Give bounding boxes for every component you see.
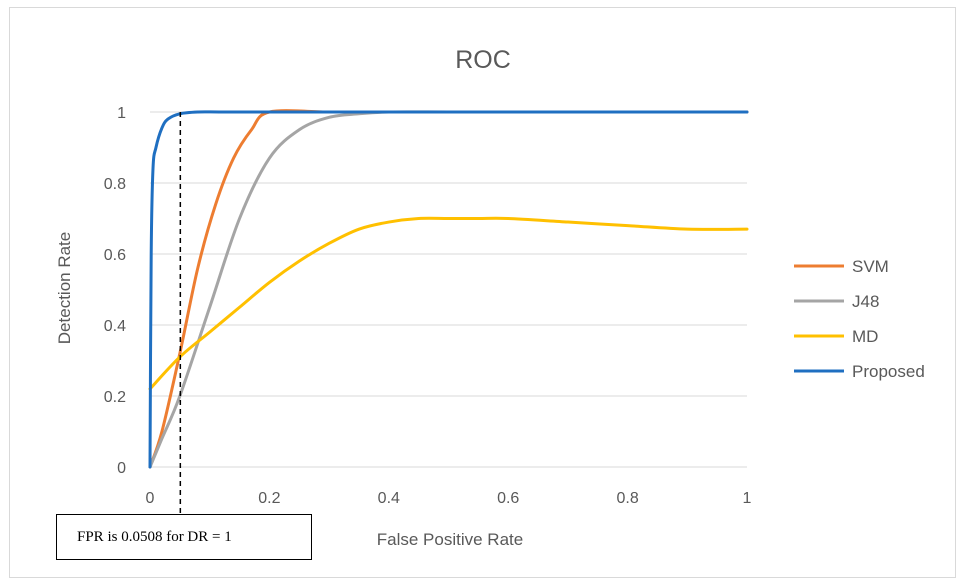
y-tick-label: 0.6: [104, 247, 126, 264]
legend-label-svm: SVM: [852, 257, 889, 276]
x-tick-label: 0.2: [258, 490, 280, 507]
x-tick-label: 0: [146, 490, 155, 507]
series-line-j48: [148, 110, 749, 469]
gridlines: [150, 111, 747, 468]
series-lines: [148, 109, 749, 469]
series-line-proposed: [148, 110, 749, 469]
y-tick-labels: 0 0.2 0.4 0.6 0.8 1: [104, 105, 126, 477]
x-tick-label: 0.6: [497, 490, 519, 507]
x-tick-label: 0.4: [378, 490, 400, 507]
y-tick-label: 0.4: [104, 318, 126, 335]
y-tick-label: 1: [117, 105, 126, 122]
legend-label-j48: J48: [852, 292, 879, 311]
legend: SVM J48 MD Proposed: [794, 257, 925, 381]
series-line-svm: [148, 109, 749, 469]
y-axis-label: Detection Rate: [55, 232, 74, 344]
chart-frame: [9, 7, 956, 578]
chart-title: ROC: [455, 46, 511, 74]
x-tick-label: 1: [743, 490, 752, 507]
y-tick-label: 0.8: [104, 176, 126, 193]
annotation-text: FPR is 0.0508 for DR = 1: [77, 528, 232, 545]
series-line-md: [148, 216, 749, 391]
legend-label-proposed: Proposed: [852, 362, 925, 381]
x-tick-label: 0.8: [616, 490, 638, 507]
y-tick-label: 0.2: [104, 389, 126, 406]
x-tick-labels: 0 0.2 0.4 0.6 0.8 1: [146, 490, 752, 507]
annotation-box: FPR is 0.0508 for DR = 1: [56, 514, 312, 560]
y-tick-label: 0: [117, 460, 126, 477]
legend-label-md: MD: [852, 327, 878, 346]
x-axis-label: False Positive Rate: [377, 530, 523, 549]
